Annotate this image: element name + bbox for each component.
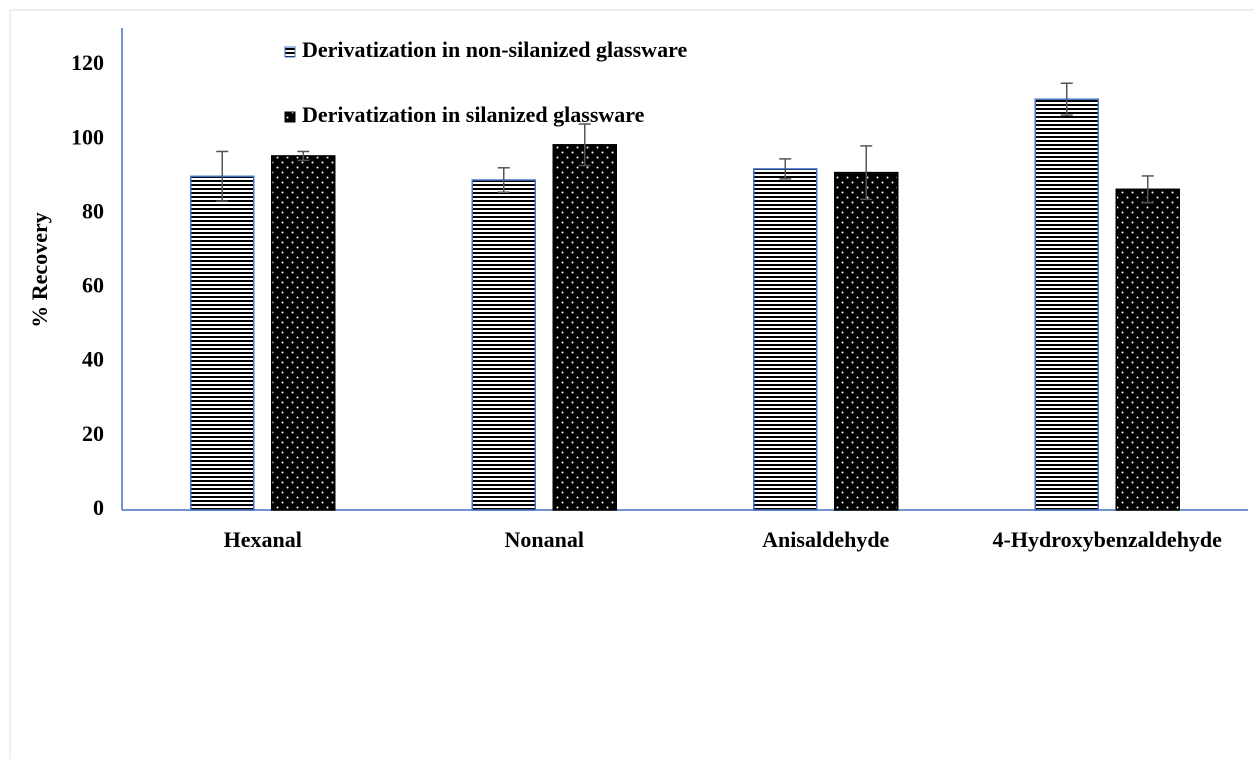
y-tick-label: 0 xyxy=(93,495,104,520)
error-bar xyxy=(216,150,229,202)
bar xyxy=(271,155,336,511)
y-tick-label: 100 xyxy=(71,124,104,149)
bar xyxy=(1034,98,1099,511)
legend-swatch xyxy=(284,111,296,123)
legend-label: Derivatization in silanized glassware xyxy=(302,102,645,127)
x-tick-label: Nonanal xyxy=(505,527,584,552)
bar xyxy=(1115,188,1180,511)
y-axis-label: % Recovery xyxy=(27,212,52,327)
legend-label: Derivatization in non-silanized glasswar… xyxy=(302,37,687,62)
bar xyxy=(834,171,899,511)
bar xyxy=(190,175,255,511)
y-tick-label: 40 xyxy=(82,347,104,372)
legend-swatch xyxy=(284,46,296,58)
x-tick-label: Hexanal xyxy=(224,527,302,552)
error-bar xyxy=(860,145,873,201)
y-tick-label: 120 xyxy=(71,50,104,75)
bar xyxy=(552,144,617,511)
y-tick-label: 80 xyxy=(82,198,104,223)
y-tick-label: 20 xyxy=(82,421,104,446)
x-tick-label: 4-Hydroxybenzaldehyde xyxy=(993,527,1223,552)
error-bar xyxy=(1060,82,1073,116)
bar xyxy=(753,168,818,511)
x-tick-label: Anisaldehyde xyxy=(762,527,889,552)
error-bar xyxy=(297,150,310,162)
error-bar xyxy=(578,123,591,167)
y-tick-label: 60 xyxy=(82,273,104,298)
error-bar xyxy=(497,167,510,194)
error-bar xyxy=(1141,175,1154,204)
bar xyxy=(471,179,536,511)
error-bar xyxy=(779,158,792,180)
